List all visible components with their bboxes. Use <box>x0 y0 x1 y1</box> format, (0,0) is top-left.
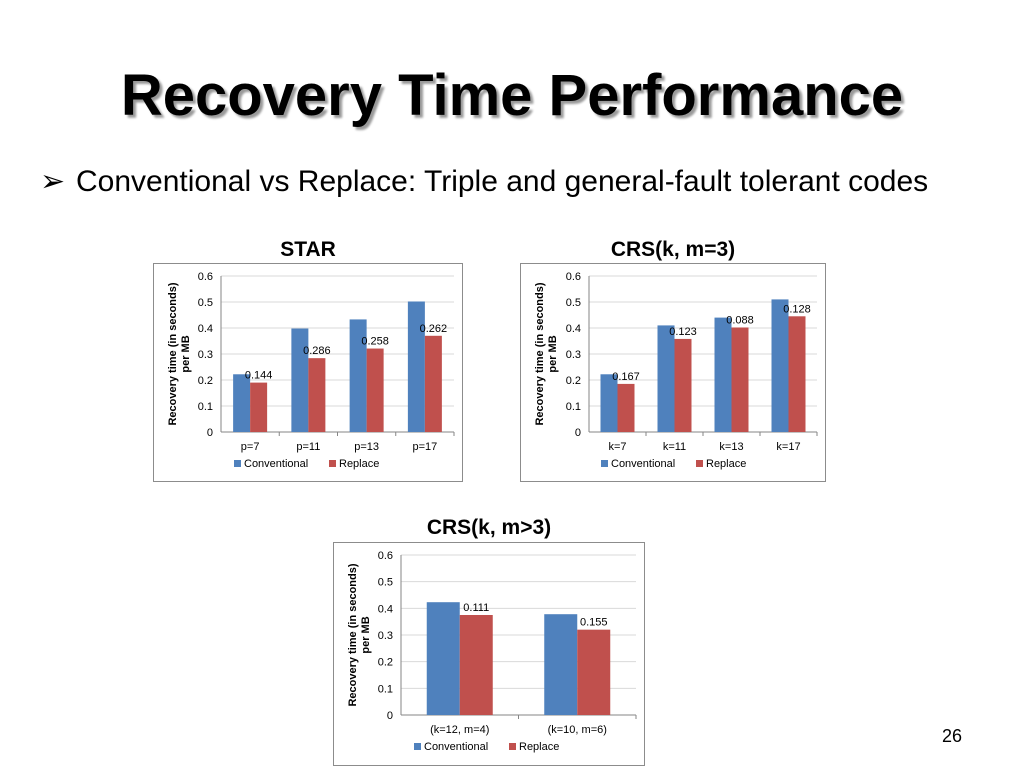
legend-label-conventional: Conventional <box>424 741 488 753</box>
data-label: 0.155 <box>580 617 608 629</box>
bar-replace <box>366 348 384 432</box>
bullet-text: Conventional vs Replace: Triple and gene… <box>76 165 929 198</box>
chart-star: 0 0.1 0.2 0.3 0.4 0.5 0.6 Recovery time (in sec… <box>153 263 463 482</box>
data-label: 0.144 <box>245 370 273 382</box>
x-tick-label: p=13 <box>354 441 379 453</box>
legend-label-replace: Replace <box>339 458 379 470</box>
bar-replace <box>577 629 611 715</box>
data-label: 0.286 <box>303 345 331 357</box>
bar-conventional <box>544 614 578 715</box>
y-tick-label: 0.2 <box>566 375 581 387</box>
bar-conventional <box>426 602 460 715</box>
y-axis-label: Recovery time (in seconds)per MB <box>534 282 559 425</box>
y-tick-label: 0.1 <box>566 401 581 413</box>
x-tick-label: k=13 <box>719 441 743 453</box>
bar-replace <box>308 358 326 432</box>
y-tick-label: 0.2 <box>198 375 213 387</box>
bar-replace <box>731 327 749 432</box>
chart-title-crs-mgt3: CRS(k, m>3) <box>426 516 552 539</box>
bar-replace <box>617 383 635 432</box>
legend-label-conventional: Conventional <box>611 458 675 470</box>
chart-crs-mgt3-svg: 0 0.1 0.2 0.3 0.4 0.5 0.6 Recovery time (in sec… <box>347 550 637 753</box>
y-tick-label: 0.3 <box>378 630 393 642</box>
bar-conventional <box>233 374 251 432</box>
x-tick-label: (k=12, m=4) <box>430 724 489 736</box>
x-tick-label: p=7 <box>241 441 260 453</box>
bar-conventional <box>714 317 732 432</box>
bar-conventional <box>600 374 618 432</box>
data-label: 0.111 <box>463 602 489 614</box>
legend-swatch-conventional <box>601 460 608 467</box>
y-tick-label: 0.6 <box>566 271 581 283</box>
bar-conventional <box>657 325 675 432</box>
data-label: 0.088 <box>726 314 754 326</box>
chart-title-crs-m3: CRS(k, m=3) <box>610 238 736 261</box>
legend-swatch-replace <box>329 460 336 467</box>
data-label: 0.128 <box>783 303 811 315</box>
y-tick-label: 0.4 <box>378 603 393 615</box>
legend-label-replace: Replace <box>519 741 559 753</box>
legend-label-replace: Replace <box>706 458 746 470</box>
y-tick-label: 0.6 <box>378 550 393 562</box>
y-tick-label: 0.5 <box>198 297 213 309</box>
bar-replace <box>788 316 806 432</box>
y-tick-label: 0 <box>207 427 213 439</box>
arrow-bullet-icon: ➢ <box>40 165 66 198</box>
bar-conventional <box>291 328 309 432</box>
data-label: 0.167 <box>612 371 640 383</box>
y-tick-label: 0.3 <box>566 349 581 361</box>
x-tick-label: k=17 <box>776 441 800 453</box>
chart-star-svg: 0 0.1 0.2 0.3 0.4 0.5 0.6 Recovery time (in sec… <box>167 271 455 470</box>
legend-swatch-replace <box>509 743 516 750</box>
bar-replace <box>459 615 493 715</box>
y-tick-label: 0 <box>387 710 393 722</box>
x-tick-label: k=7 <box>608 441 626 453</box>
bar-replace <box>424 335 442 432</box>
bar-conventional <box>407 301 425 432</box>
chart-crs-m3-svg: 0 0.1 0.2 0.3 0.4 0.5 0.6 Recovery time (in sec… <box>534 271 818 470</box>
y-tick-label: 0 <box>575 427 581 439</box>
legend-swatch-replace <box>696 460 703 467</box>
chart-crs-mgt3: 0 0.1 0.2 0.3 0.4 0.5 0.6 Recovery time (in sec… <box>333 542 645 766</box>
x-tick-label: p=17 <box>412 441 437 453</box>
y-axis-label: Recovery time (in seconds)per MB <box>167 282 192 425</box>
bar-conventional <box>349 319 367 432</box>
x-tick-label: (k=10, m=6) <box>548 724 607 736</box>
y-tick-label: 0.5 <box>566 297 581 309</box>
bar-replace <box>674 338 692 432</box>
data-label: 0.258 <box>361 336 389 348</box>
y-tick-label: 0.5 <box>378 577 393 589</box>
page-number: 26 <box>941 726 962 746</box>
y-tick-label: 0.3 <box>198 349 213 361</box>
x-tick-label: p=11 <box>296 441 320 453</box>
legend-label-conventional: Conventional <box>244 458 308 470</box>
x-tick-label: k=11 <box>663 441 686 453</box>
chart-crs-m3: 0 0.1 0.2 0.3 0.4 0.5 0.6 Recovery time (in sec… <box>520 263 826 482</box>
bar-replace <box>250 382 268 432</box>
y-tick-label: 0.2 <box>378 657 393 669</box>
y-tick-label: 0.4 <box>566 323 581 335</box>
data-label: 0.262 <box>420 323 448 335</box>
slide-title: Recovery Time Performance <box>120 63 904 128</box>
legend-swatch-conventional <box>414 743 421 750</box>
legend-swatch-conventional <box>234 460 241 467</box>
y-tick-label: 0.4 <box>198 323 213 335</box>
y-tick-label: 0.6 <box>198 271 213 283</box>
y-axis-label: Recovery time (in seconds)per MB <box>347 563 372 706</box>
bar-conventional <box>771 299 789 432</box>
y-tick-label: 0.1 <box>378 683 393 695</box>
y-tick-label: 0.1 <box>198 401 213 413</box>
data-label: 0.123 <box>669 326 697 338</box>
chart-title-star: STAR <box>280 238 336 261</box>
